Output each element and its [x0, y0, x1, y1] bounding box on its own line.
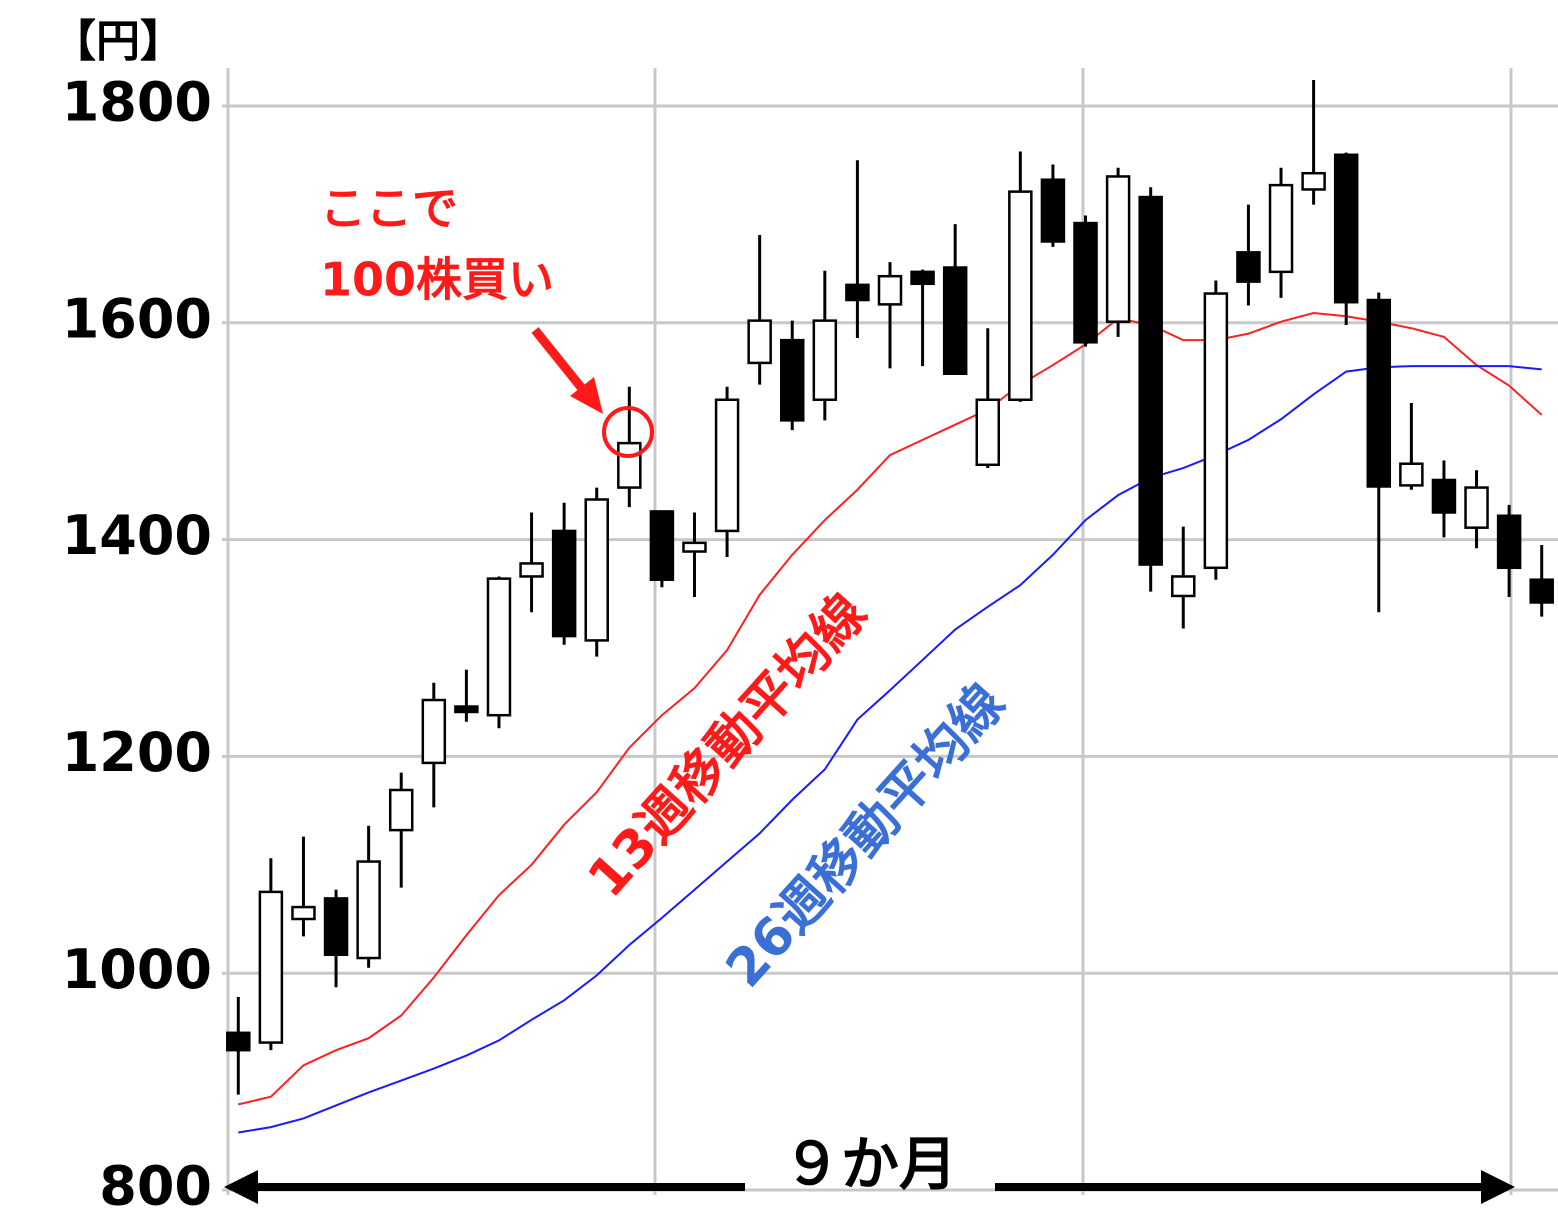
- y-tick-label: 1000: [62, 938, 212, 1001]
- y-tick-label: 800: [99, 1155, 212, 1210]
- candle-body: [617, 441, 642, 489]
- candle-body: [1366, 298, 1392, 488]
- candle-body: [845, 283, 870, 302]
- candle-body: [1268, 183, 1294, 274]
- period-label: ９か月: [783, 1130, 957, 1198]
- annotation-arrow: [531, 327, 592, 399]
- candle-body: [486, 577, 512, 717]
- period-arrow-shaft: [995, 1183, 1495, 1191]
- candle-body: [1464, 486, 1489, 529]
- candle-body: [291, 905, 316, 921]
- candle-body: [747, 319, 772, 365]
- candle-body: [1496, 514, 1522, 570]
- candle-body: [1171, 575, 1196, 598]
- candle-body: [1529, 578, 1554, 604]
- candle-body: [1203, 292, 1229, 570]
- candle-body: [942, 266, 968, 375]
- candle-body: [910, 270, 935, 286]
- candle-body: [1040, 178, 1066, 243]
- candle-body: [1008, 190, 1033, 402]
- y-unit-label: 【円】: [52, 16, 184, 67]
- candle-body: [877, 274, 903, 306]
- candle-body: [323, 897, 349, 957]
- candle-body: [1333, 153, 1359, 304]
- candle-body: [551, 529, 577, 638]
- y-tick-label: 1200: [62, 721, 212, 784]
- candle-body: [1399, 462, 1424, 487]
- moving-average-line: [238, 312, 1543, 1106]
- candle-body: [1073, 221, 1098, 344]
- candle-body: [421, 698, 447, 765]
- candle-body: [1105, 175, 1131, 323]
- candle-body: [1236, 251, 1261, 283]
- candle-body: [779, 338, 805, 422]
- candle-body: [1431, 478, 1457, 514]
- candle-body: [454, 705, 479, 714]
- annotation-text: ここで: [320, 182, 458, 236]
- candle-body: [226, 1031, 251, 1052]
- period-arrowhead: [224, 1170, 258, 1204]
- candle-body: [258, 890, 284, 1044]
- candle-body: [356, 860, 381, 960]
- candle-body: [584, 498, 609, 642]
- candle-body: [682, 541, 707, 553]
- candle-body: [1138, 195, 1163, 566]
- moving-average-line: [238, 365, 1542, 1134]
- candle-body: [714, 398, 740, 533]
- annotation-text: 100株買い: [320, 253, 554, 307]
- annotation-arrowhead: [570, 377, 603, 414]
- candle-body: [975, 398, 1001, 467]
- candle-body: [812, 319, 838, 402]
- candle-body: [519, 562, 544, 578]
- y-tick-label: 1800: [62, 71, 212, 134]
- candle-body: [1301, 171, 1326, 191]
- period-arrow-shaft: [240, 1183, 745, 1191]
- annotation-circle: [602, 406, 654, 458]
- candle-body: [649, 510, 675, 581]
- y-tick-label: 1400: [62, 504, 212, 567]
- period-arrowhead: [1481, 1170, 1515, 1204]
- candle-body: [388, 788, 414, 832]
- y-tick-label: 1600: [62, 287, 212, 350]
